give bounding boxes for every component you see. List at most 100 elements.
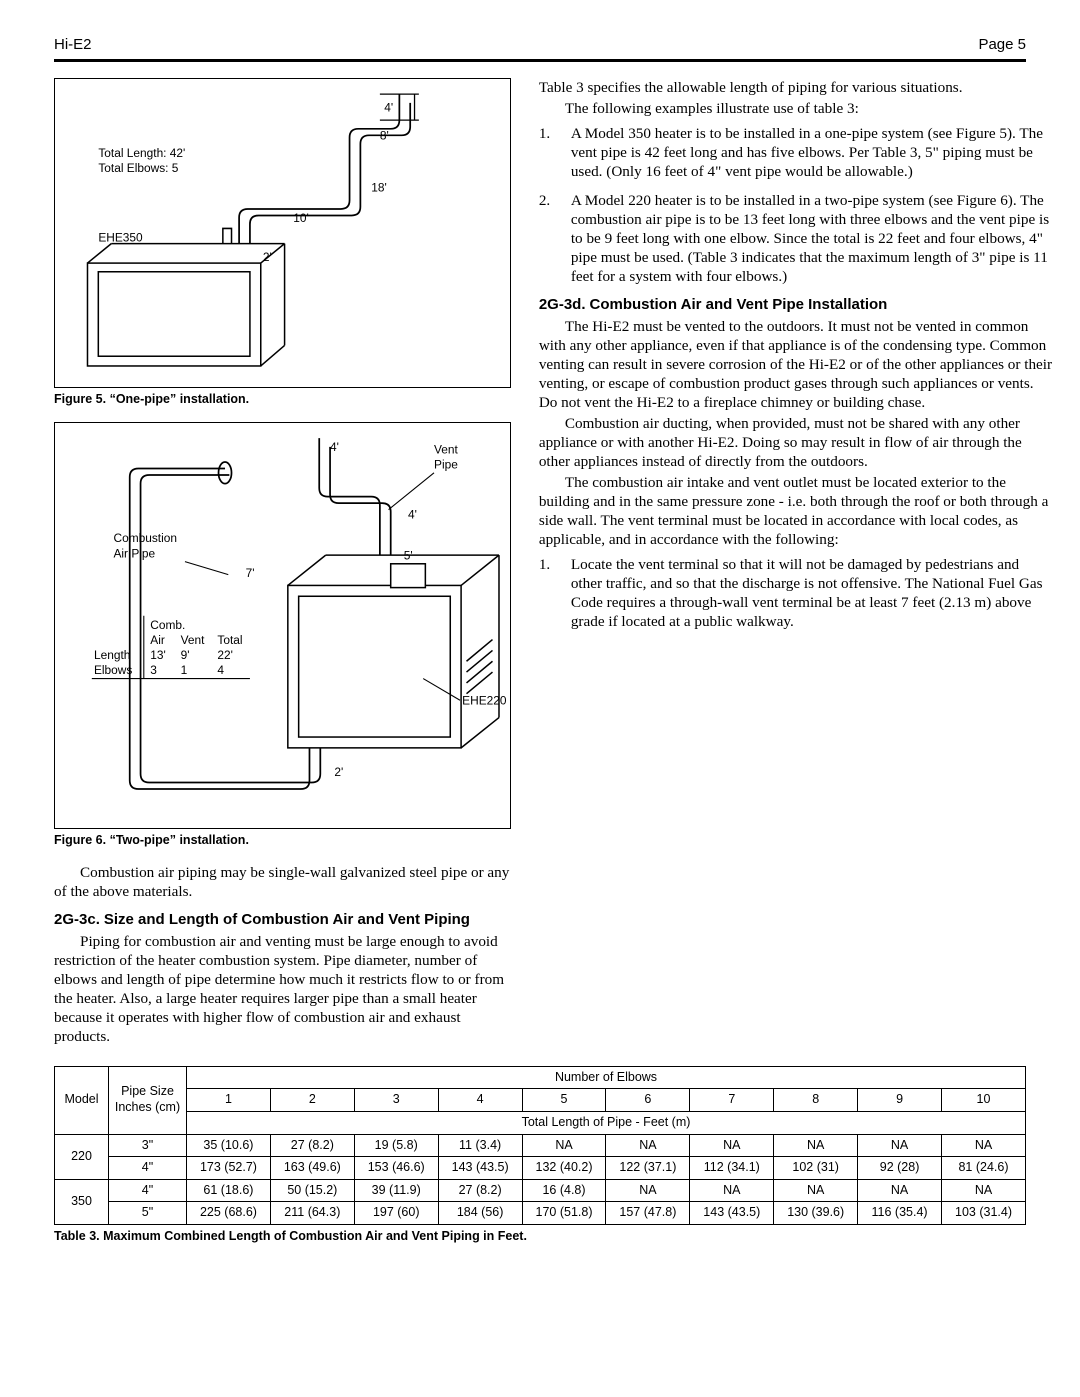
th-elbow-6: 6 [606, 1089, 690, 1112]
cell-pipe: 3" [109, 1134, 187, 1157]
fig6-ev: 1 [181, 663, 188, 677]
th-elbow-7: 7 [690, 1089, 774, 1112]
cell-value: 103 (31.4) [942, 1202, 1026, 1225]
fig5-seg-10: 10' [293, 211, 309, 225]
cell-value: NA [774, 1134, 858, 1157]
fig6-r-elb: Elbows [94, 663, 132, 677]
cell-value: 102 (31) [774, 1157, 858, 1180]
fig6-seg-4a: 4' [330, 440, 339, 454]
cell-value: 16 (4.8) [522, 1179, 606, 1202]
rules-list: 1. Locate the vent terminal so that it w… [539, 555, 1054, 631]
cell-value: NA [606, 1179, 690, 1202]
heading-2g-3c-label: 2G-3c. [54, 911, 104, 928]
cell-value: 157 (47.8) [606, 1202, 690, 1225]
fig6-la: 13' [150, 648, 166, 662]
cell-model: 220 [55, 1134, 109, 1179]
heading-2g-3d-label: 2G-3d. [539, 296, 590, 313]
cell-value: 27 (8.2) [438, 1179, 522, 1202]
fig6-seg-5: 5' [404, 548, 413, 562]
fig6-ca-2: Air Pipe [113, 546, 155, 560]
fig6-lv: 9' [181, 648, 190, 662]
cell-value: 132 (40.2) [522, 1157, 606, 1180]
cell-value: 50 (15.2) [270, 1179, 354, 1202]
cell-value: NA [858, 1179, 942, 1202]
header-left: Hi-E2 [54, 36, 92, 55]
figure-5: 4' 8' 18' 10' 2' Total Length: 42' Total… [54, 78, 511, 388]
figure-6: 4' Vent Pipe 4' 5' 7' 2' Combustion Air … [54, 422, 511, 830]
cell-value: 143 (43.5) [690, 1202, 774, 1225]
cell-value: 143 (43.5) [438, 1157, 522, 1180]
heading-2g-3c-text: Size and Length of Combustion Air and Ve… [104, 911, 470, 928]
figure-5-caption: Figure 5. “One-pipe” installation. [54, 392, 511, 408]
table-row: 3504"61 (18.6)50 (15.2)39 (11.9)27 (8.2)… [55, 1179, 1026, 1202]
cell-value: NA [774, 1179, 858, 1202]
fig6-vent-1: Vent [434, 442, 459, 456]
example-2-text: A Model 220 heater is to be installed in… [571, 191, 1054, 286]
example-1-text: A Model 350 heater is to be installed in… [571, 124, 1054, 181]
fig5-seg-2: 2' [263, 250, 272, 264]
example-1-num: 1. [539, 124, 557, 181]
cell-model: 350 [55, 1179, 109, 1224]
fig6-seg-2: 2' [334, 765, 343, 779]
cell-value: 122 (37.1) [606, 1157, 690, 1180]
cell-value: 35 (10.6) [187, 1134, 271, 1157]
rule-1-num: 1. [539, 555, 557, 631]
cell-value: 92 (28) [858, 1157, 942, 1180]
th-model: Model [55, 1066, 109, 1134]
fig5-seg-4: 4' [384, 100, 393, 114]
fig6-t-air: Air [150, 633, 165, 647]
fig5-seg-18: 18' [371, 180, 387, 194]
cell-value: 225 (68.6) [187, 1202, 271, 1225]
th-elbow-4: 4 [438, 1089, 522, 1112]
cell-value: NA [858, 1134, 942, 1157]
rule-1: 1. Locate the vent terminal so that it w… [539, 555, 1054, 631]
table-row: 5"225 (68.6)211 (64.3)197 (60)184 (56)17… [55, 1202, 1026, 1225]
cell-value: 61 (18.6) [187, 1179, 271, 1202]
th-elbow-3: 3 [354, 1089, 438, 1112]
page-header: Hi-E2 Page 5 [54, 36, 1026, 62]
rule-1-text: Locate the vent terminal so that it will… [571, 555, 1054, 631]
fig6-ca-1: Combustion [113, 531, 177, 545]
example-2-num: 2. [539, 191, 557, 286]
figure-5-svg: 4' 8' 18' 10' 2' Total Length: 42' Total… [55, 79, 510, 382]
figure-6-caption: Figure 6. “Two-pipe” installation. [54, 833, 511, 849]
fig6-seg-7: 7' [246, 565, 255, 579]
table-row: 4"173 (52.7)163 (49.6)153 (46.6)143 (43.… [55, 1157, 1026, 1180]
fig6-lt: 22' [217, 648, 233, 662]
table-3: Model Pipe Size Inches (cm) Number of El… [54, 1066, 1026, 1225]
cell-value: 39 (11.9) [354, 1179, 438, 1202]
table-3-caption: Table 3. Maximum Combined Length of Comb… [54, 1229, 1026, 1245]
fig5-total-elbows: Total Elbows: 5 [98, 161, 178, 175]
para-table3: Table 3 specifies the allowable length o… [539, 78, 1054, 97]
th-elbows: Number of Elbows [187, 1066, 1026, 1089]
example-1: 1. A Model 350 heater is to be installed… [539, 124, 1054, 181]
heading-2g-3d: 2G-3d.Combustion Air and Vent Pipe Insta… [581, 296, 1054, 315]
fig6-ea: 3 [150, 663, 157, 677]
th-elbow-9: 9 [858, 1089, 942, 1112]
fig6-seg-4b: 4' [408, 507, 417, 521]
cell-value: 81 (24.6) [942, 1157, 1026, 1180]
fig5-model: EHE350 [98, 230, 143, 244]
cell-value: 116 (35.4) [858, 1202, 942, 1225]
cell-value: 27 (8.2) [270, 1134, 354, 1157]
table-3-body: 2203"35 (10.6)27 (8.2)19 (5.8)11 (3.4)NA… [55, 1134, 1026, 1225]
right-column: Table 3 specifies the allowable length o… [539, 78, 1054, 1048]
cell-value: 163 (49.6) [270, 1157, 354, 1180]
fig6-et: 4 [217, 663, 224, 677]
fig5-total-length: Total Length: 42' [98, 146, 185, 160]
row-elbow-numbers: 12345678910 [55, 1089, 1026, 1112]
fig6-vent-2: Pipe [434, 457, 458, 471]
cell-value: 11 (3.4) [438, 1134, 522, 1157]
table-row: 2203"35 (10.6)27 (8.2)19 (5.8)11 (3.4)NA… [55, 1134, 1026, 1157]
heading-2g-3d-text: Combustion Air and Vent Pipe Installatio… [590, 296, 888, 313]
cell-value: 112 (34.1) [690, 1157, 774, 1180]
cell-value: 19 (5.8) [354, 1134, 438, 1157]
th-elbow-10: 10 [942, 1089, 1026, 1112]
para-combustion-air: Combustion air piping may be single-wall… [54, 863, 511, 901]
fig5-seg-8: 8' [380, 128, 389, 142]
header-right: Page 5 [978, 36, 1026, 55]
cell-value: 170 (51.8) [522, 1202, 606, 1225]
cell-pipe: 5" [109, 1202, 187, 1225]
cell-value: 211 (64.3) [270, 1202, 354, 1225]
examples-list: 1. A Model 350 heater is to be installed… [539, 124, 1054, 286]
